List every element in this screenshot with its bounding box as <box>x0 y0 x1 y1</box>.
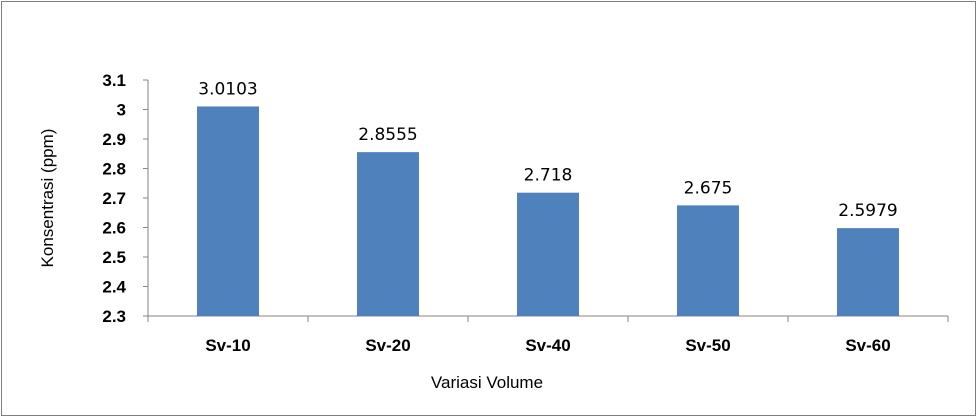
bar-sv-50 <box>677 205 739 316</box>
data-label: 2.8555 <box>358 125 417 145</box>
y-axis-title: Konsentrasi (ppm) <box>38 129 57 268</box>
y-tick-label: 2.5 <box>102 248 126 267</box>
x-tick-label: Sv-50 <box>685 336 730 355</box>
x-tick-label: Sv-10 <box>205 336 250 355</box>
bar-sv-60 <box>837 228 899 316</box>
y-tick-label: 2.8 <box>102 160 126 179</box>
y-tick-label: 2.9 <box>102 130 126 149</box>
data-labels: 3.0103 2.8555 2.718 2.675 2.5979 <box>198 79 897 221</box>
bars <box>197 106 899 316</box>
x-tick-label: Sv-20 <box>365 336 410 355</box>
data-label: 2.5979 <box>838 201 897 221</box>
x-axis: Sv-10 Sv-20 Sv-40 Sv-50 Sv-60 <box>147 315 949 355</box>
data-label: 3.0103 <box>198 79 257 99</box>
y-axis: 2.3 2.4 2.5 2.6 2.7 2.8 2.9 3 3.1 <box>102 71 149 326</box>
x-axis-title: Variasi Volume <box>431 373 543 392</box>
x-tick-label: Sv-60 <box>845 336 890 355</box>
bar-sv-20 <box>357 152 419 316</box>
y-tick-label: 2.7 <box>102 189 126 208</box>
y-tick-label: 2.3 <box>102 307 126 326</box>
y-tick-label: 3 <box>117 101 126 120</box>
bar-sv-10 <box>197 106 259 316</box>
bar-sv-40 <box>517 192 579 316</box>
data-label: 2.718 <box>524 166 573 186</box>
y-tick-label: 3.1 <box>102 71 126 90</box>
data-label: 2.675 <box>684 178 733 198</box>
y-tick-label: 2.4 <box>102 278 126 297</box>
x-tick-label: Sv-40 <box>525 336 570 355</box>
y-tick-label: 2.6 <box>102 219 126 238</box>
